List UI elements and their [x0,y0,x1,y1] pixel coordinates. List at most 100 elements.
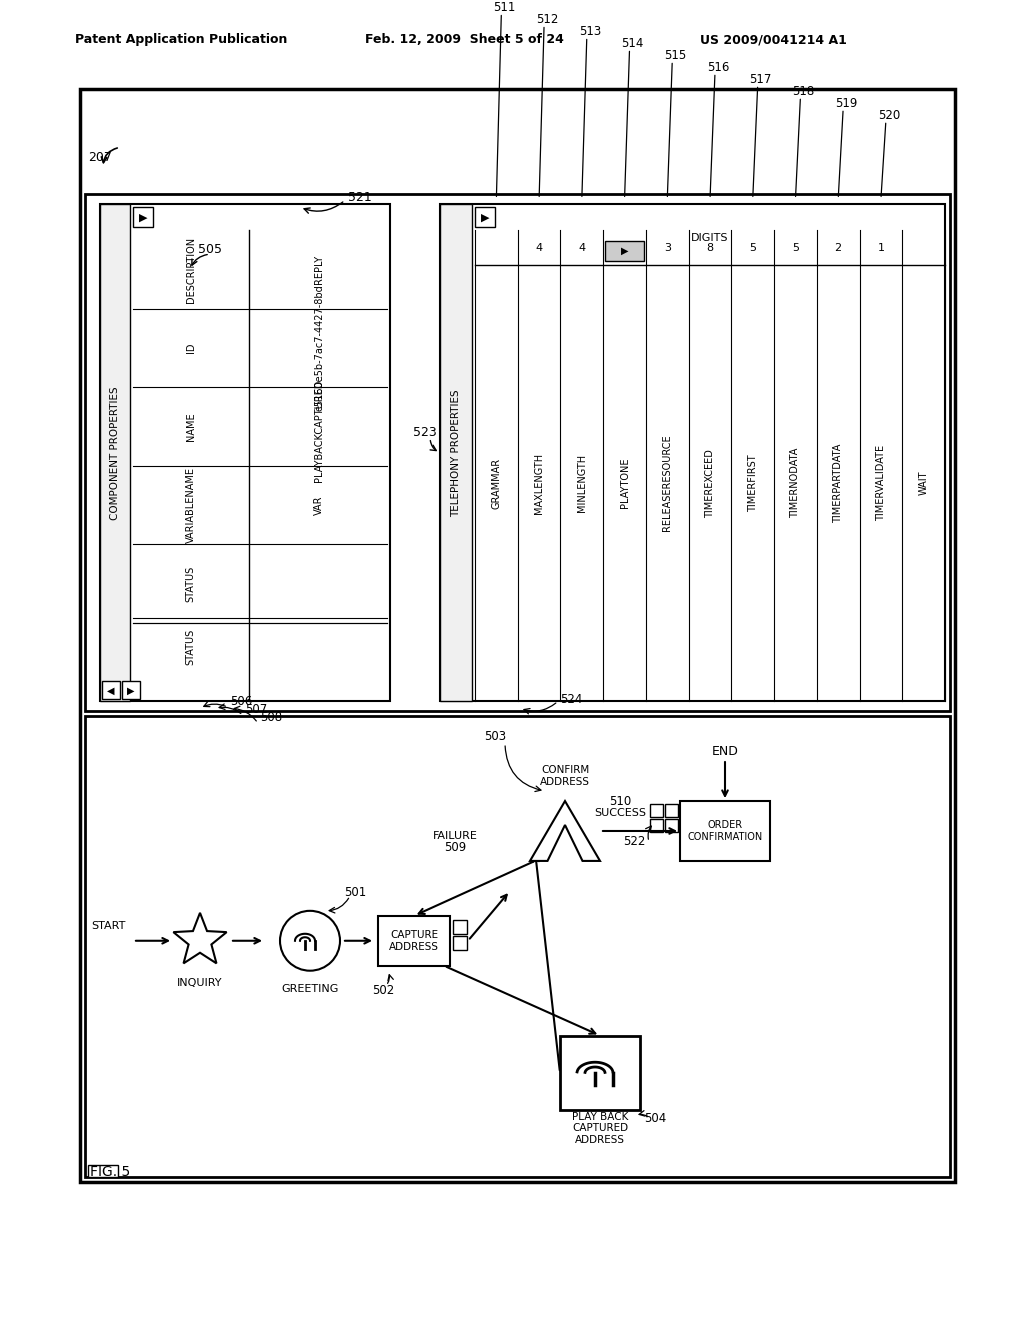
Bar [88,1166,118,1177]
Text: TIMERVALIDATE: TIMERVALIDATE [876,445,886,521]
Text: WAIT: WAIT [919,471,929,495]
Bar [85,717,950,1177]
Text: 509: 509 [443,841,466,854]
Text: RELEASERESOURCE: RELEASERESOURCE [663,434,673,532]
Text: 507: 507 [245,702,267,715]
Bar [665,818,678,832]
Text: 524: 524 [560,693,583,706]
Polygon shape [173,913,226,964]
Text: DESCRIPTION: DESCRIPTION [185,236,196,302]
Text: CAPTURE
ADDRESS: CAPTURE ADDRESS [389,931,439,952]
Text: ▶: ▶ [480,213,489,222]
Text: CONFIRM
ADDRESS: CONFIRM ADDRESS [540,766,590,787]
Text: TIMERNODATA: TIMERNODATA [791,447,801,519]
Bar [560,1036,640,1110]
Text: 523: 523 [413,426,437,440]
Text: 508: 508 [260,710,283,723]
Text: 513: 513 [579,25,601,38]
Text: 520: 520 [878,110,900,121]
Text: 3: 3 [664,243,671,252]
Text: 502: 502 [372,985,394,997]
Text: ID: ID [185,343,196,354]
Text: PLAYTONE: PLAYTONE [620,458,630,508]
Bar [665,804,678,817]
Bar [650,804,663,817]
Text: 5: 5 [750,243,757,252]
Text: 501: 501 [344,886,367,899]
Text: 2: 2 [835,243,842,252]
Text: 505: 505 [198,243,222,256]
Text: FIG. 5: FIG. 5 [90,1166,130,1179]
Text: PLAYBACKCAPTURED...: PLAYBACKCAPTURED... [314,371,325,482]
Bar [102,681,120,700]
Text: 4: 4 [579,243,586,252]
Bar [122,681,140,700]
Text: 503: 503 [484,730,506,743]
Text: VAR: VAR [314,495,325,515]
Text: DIGITS: DIGITS [691,232,729,243]
Text: TIMERPARTDATA: TIMERPARTDATA [834,444,843,523]
Text: 512: 512 [536,13,558,26]
Text: 516: 516 [707,61,729,74]
Text: Feb. 12, 2009  Sheet 5 of 24: Feb. 12, 2009 Sheet 5 of 24 [365,33,564,46]
Text: 510: 510 [609,795,631,808]
Text: e5160e5b-7ac7-4427-8bd: e5160e5b-7ac7-4427-8bd [314,285,325,412]
Text: 517: 517 [750,73,772,86]
Text: END: END [712,744,738,758]
Bar [378,916,450,966]
Bar [453,936,467,950]
Text: ▶: ▶ [138,213,147,222]
Text: TELEPHONY PROPERTIES: TELEPHONY PROPERTIES [451,389,461,516]
Text: 511: 511 [494,1,515,15]
Text: MAXLENGTH: MAXLENGTH [535,453,544,513]
Text: 207: 207 [88,150,112,164]
Text: 506: 506 [230,694,252,708]
Bar [85,194,950,711]
Bar [680,801,770,861]
Text: 514: 514 [622,37,644,50]
Text: 8: 8 [707,243,714,252]
Text: VARIABLENAME: VARIABLENAME [185,467,196,543]
Text: 521: 521 [348,191,372,203]
Bar [133,207,153,227]
Text: ▶: ▶ [621,246,629,256]
Text: PLAY BACK
CAPTURED
ADDRESS: PLAY BACK CAPTURED ADDRESS [571,1111,628,1144]
Text: STATUS: STATUS [185,565,196,602]
Text: 519: 519 [835,96,857,110]
Text: 515: 515 [665,49,686,62]
Bar [650,818,663,832]
Text: 1: 1 [878,243,885,252]
Text: 522: 522 [624,836,646,849]
Text: SUCCESS: SUCCESS [594,808,646,818]
Bar [80,90,955,1183]
Text: COMPONENT PROPERTIES: COMPONENT PROPERTIES [110,385,120,520]
Text: 5: 5 [792,243,799,252]
Bar [440,205,945,701]
Text: NAME: NAME [185,412,196,441]
Text: 518: 518 [793,84,814,98]
Bar [100,205,390,701]
Bar [440,205,472,701]
Text: FAILURE: FAILURE [432,832,477,841]
Text: 504: 504 [644,1111,667,1125]
Bar [605,242,644,261]
Bar [475,207,495,227]
Text: STATUS: STATUS [185,628,196,665]
Text: REPLY: REPLY [314,255,325,284]
Text: TIMEREXCEED: TIMEREXCEED [705,449,715,517]
Text: ▶: ▶ [127,685,135,696]
Text: MINLENGTH: MINLENGTH [577,454,587,512]
Polygon shape [530,801,600,861]
Text: GRAMMAR: GRAMMAR [492,458,502,508]
Text: ◀: ◀ [108,685,115,696]
Text: 4: 4 [536,243,543,252]
Text: INQUIRY: INQUIRY [177,978,223,987]
Bar [453,920,467,933]
Text: Patent Application Publication: Patent Application Publication [75,33,288,46]
Text: START: START [91,921,125,931]
Text: ORDER
CONFIRMATION: ORDER CONFIRMATION [687,820,763,842]
Text: TIMERFIRST: TIMERFIRST [748,454,758,512]
Bar [100,205,130,701]
Text: US 2009/0041214 A1: US 2009/0041214 A1 [700,33,847,46]
Text: GREETING: GREETING [282,983,339,994]
